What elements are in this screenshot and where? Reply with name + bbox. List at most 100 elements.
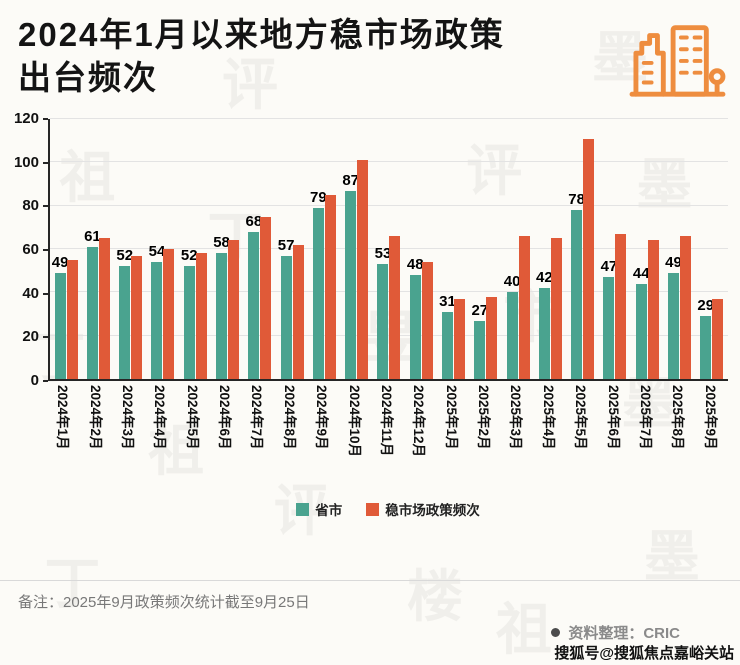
x-axis-label: 2025年8月 (670, 385, 686, 450)
bar-policy-frequency (518, 236, 530, 379)
bar-province-city: 29 (697, 297, 714, 379)
x-axis-label-cell: 2025年5月 (566, 381, 598, 489)
data-label: 52 (116, 247, 134, 265)
bar-group: 87 (341, 119, 373, 379)
x-axis-label: 2024年11月 (378, 385, 394, 457)
y-axis-tick-label: 100 (13, 153, 39, 171)
bar-policy-frequency (66, 259, 78, 379)
x-axis-label: 2024年8月 (281, 385, 297, 450)
bar-province-city: 27 (471, 302, 488, 379)
y-axis-tick-mark (43, 205, 48, 208)
bar-policy-frequency (357, 160, 369, 379)
data-label: 49 (51, 253, 69, 271)
source-credit-text: 资料整理：CRIC (568, 625, 680, 642)
x-axis-label-cell: 2025年6月 (598, 381, 630, 489)
footer: 备注：2025年9月政策频次统计截至9月25日 资料整理：CRIC 搜狐号@搜狐… (0, 580, 740, 665)
bar-province-city: 44 (633, 265, 650, 379)
bar-group: 53 (373, 119, 405, 379)
bar-province-city: 52 (181, 247, 198, 379)
y-axis-tick-mark (43, 380, 48, 382)
bar-province-city: 87 (342, 172, 359, 379)
x-axis-label: 2024年5月 (184, 385, 200, 450)
y-axis-tick-mark (43, 118, 48, 120)
legend-swatch (296, 502, 310, 516)
gridline (50, 291, 728, 293)
x-axis-label-cell: 2024年1月 (48, 381, 80, 489)
bar-policy-frequency (195, 253, 207, 379)
bar-province-city: 49 (52, 254, 68, 379)
bar-policy-frequency (454, 298, 466, 379)
bar-group: 27 (470, 119, 502, 379)
x-axis-label: 2024年10月 (346, 385, 362, 458)
y-axis-tick-label: 120 (13, 110, 39, 127)
footer-divider (0, 580, 740, 581)
bar-policy-frequency (486, 296, 498, 379)
bar-group: 57 (276, 119, 308, 379)
bar-group: 31 (437, 119, 469, 379)
x-axis-label: 2025年9月 (702, 385, 718, 450)
legend-item: 稳市场政策频次 (366, 499, 480, 519)
x-axis-label-cell: 2025年7月 (631, 381, 663, 489)
bar-province-city: 61 (84, 228, 101, 379)
x-axis-label-cell: 2024年12月 (404, 381, 436, 489)
bar-chart: 0 20 40 60 80 100 120 49 61 52 54 52 58 68 57 79 87 53 48… (0, 109, 740, 519)
y-axis-tick-label: 0 (30, 372, 39, 389)
x-axis-label-cell: 2025年1月 (437, 381, 469, 489)
x-axis-label-cell: 2025年2月 (469, 381, 501, 489)
bar-policy-frequency (228, 240, 240, 379)
legend-swatch (366, 502, 380, 516)
bar-policy-frequency (615, 233, 627, 379)
bar-policy-frequency (389, 236, 401, 379)
bar-group: 52 (115, 119, 147, 379)
bar-province-city: 42 (536, 269, 553, 379)
data-label: 29 (697, 297, 715, 315)
x-axis-label-cell: 2024年8月 (275, 381, 307, 489)
data-label: 49 (665, 253, 682, 271)
gridline (50, 161, 728, 163)
bar-group: 48 (405, 119, 437, 379)
data-label: 68 (245, 212, 263, 230)
source-credit: 资料整理：CRIC (18, 622, 680, 643)
chart-title-line2: 出台频次 (18, 58, 158, 96)
bar-province-city: 78 (568, 191, 585, 379)
bar-policy-frequency (324, 194, 336, 379)
data-label: 57 (277, 236, 295, 254)
x-axis-label: 2025年3月 (508, 385, 524, 450)
bar-province-city: 31 (439, 293, 456, 379)
bar-policy-frequency (583, 138, 595, 379)
legend-item: 省市 (296, 499, 342, 519)
bar-group: 49 (663, 119, 695, 379)
x-axis-label: 2025年6月 (605, 385, 621, 450)
x-axis-label-cell: 2024年2月 (80, 381, 112, 489)
bar-province-city: 40 (504, 273, 520, 379)
gridline (50, 204, 728, 206)
chart-title-line1: 2024年1月以来地方稳市场政策 (18, 16, 505, 53)
bar-policy-frequency (292, 244, 304, 379)
buildings-icon (628, 16, 726, 109)
header: 2024年1月以来地方稳市场政策 出台频次 (0, 0, 740, 109)
x-axis-label-cell: 2024年11月 (372, 381, 404, 489)
x-axis-label: 2024年2月 (87, 385, 103, 450)
x-axis-label-cell: 2025年3月 (501, 381, 533, 489)
bar-policy-frequency (647, 240, 659, 379)
bar-province-city: 54 (149, 243, 165, 379)
bar-policy-frequency (679, 236, 691, 379)
x-axis-labels: 2024年1月 2024年2月 2024年3月 2024年4月 2024年5月 2024年… (48, 381, 728, 489)
bar-group: 79 (308, 119, 340, 379)
bar-policy-frequency (163, 249, 175, 379)
bar-group: 54 (147, 119, 179, 379)
x-axis-spacer (6, 381, 48, 489)
legend-label: 省市 (315, 503, 343, 518)
footnote: 备注：2025年9月政策频次统计截至9月25日 (18, 594, 310, 611)
x-axis-label: 2024年12月 (411, 385, 427, 458)
y-axis: 0 20 40 60 80 100 120 (6, 110, 48, 389)
x-axis-label-cell: 2024年9月 (307, 381, 339, 489)
bar-groups: 49 61 52 54 52 58 68 57 79 87 53 48 31 27 40 42 78 47 44 49… (50, 119, 728, 379)
bar-group: 49 (50, 119, 82, 379)
data-label: 52 (180, 247, 198, 265)
x-axis-label-cell: 2025年9月 (696, 381, 728, 489)
data-label: 79 (310, 188, 327, 206)
data-label: 87 (342, 171, 360, 189)
y-axis-tick-label: 60 (22, 241, 39, 258)
